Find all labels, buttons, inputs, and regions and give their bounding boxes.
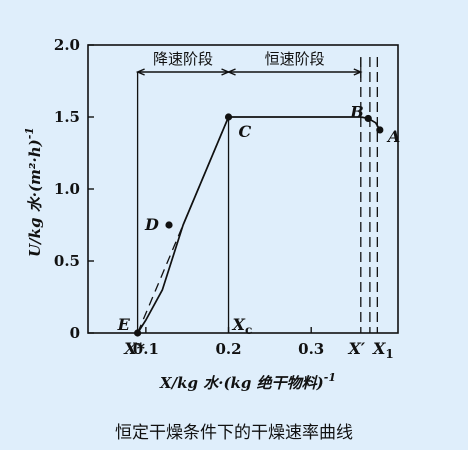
point-marker-a — [376, 126, 384, 134]
y-tick-label: 1.5 — [54, 108, 80, 126]
y-axis-label: U/kg 水·(m²·h)-1 — [23, 127, 44, 257]
stage-brackets: 降速阶段 恒速阶段 — [135, 50, 363, 78]
point-label: A — [386, 127, 400, 146]
x-axis-label-exponent: -1 — [324, 371, 336, 384]
dashed-series-line — [137, 116, 230, 334]
chart-title: 恒定干燥条件下的干燥速率曲线 — [115, 423, 353, 443]
drying-rate-curve — [136, 116, 381, 334]
stage-label: 恒速阶段 — [265, 50, 325, 68]
stage-arrow-left — [135, 68, 145, 76]
special-tick-label: Xc — [232, 315, 253, 337]
x-axis-label: X/kg 水·(kg 绝干物料)-1 — [159, 371, 336, 392]
special-tick-label: X* — [123, 339, 145, 358]
point-marker-c — [224, 113, 233, 121]
y-tick-label: 2.0 — [54, 36, 80, 54]
point-label: E — [117, 315, 131, 334]
y-tick-label: 0.5 — [54, 252, 80, 270]
point-marker-d — [165, 221, 173, 229]
y-tick-label: 1.0 — [54, 180, 80, 198]
point-label: D — [144, 215, 159, 234]
stage-arrow-left — [226, 68, 236, 76]
series-group — [136, 116, 381, 334]
y-tick-label: 0 — [70, 324, 80, 342]
x-axis-label-text: X/kg 水·(kg 绝干物料) — [159, 374, 324, 392]
tick-labels: 0 0.5 1.0 1.5 2.0 0.1 0.2 0.3 X* Xc X′ X1 — [54, 36, 394, 361]
x-tick-label: 0.3 — [298, 340, 324, 358]
guide-lines — [136, 57, 378, 333]
y-axis-label-exponent: -1 — [23, 127, 36, 139]
point-label: C — [239, 122, 252, 141]
special-tick-label: X′ — [347, 339, 365, 358]
stage-label: 降速阶段 — [153, 50, 213, 68]
plot-frame — [87, 44, 399, 334]
point-markers: A B C D E — [117, 102, 400, 337]
x-tick-label: 0.1 — [133, 340, 159, 358]
point-marker-b — [364, 114, 372, 123]
point-label: B — [349, 102, 364, 121]
special-tick-label: X1 — [372, 339, 394, 361]
x-tick-label: 0.2 — [215, 340, 241, 358]
y-axis-label-text: U/kg 水·(m²·h) — [26, 139, 44, 257]
axes — [87, 44, 399, 334]
point-marker-e — [134, 329, 142, 337]
